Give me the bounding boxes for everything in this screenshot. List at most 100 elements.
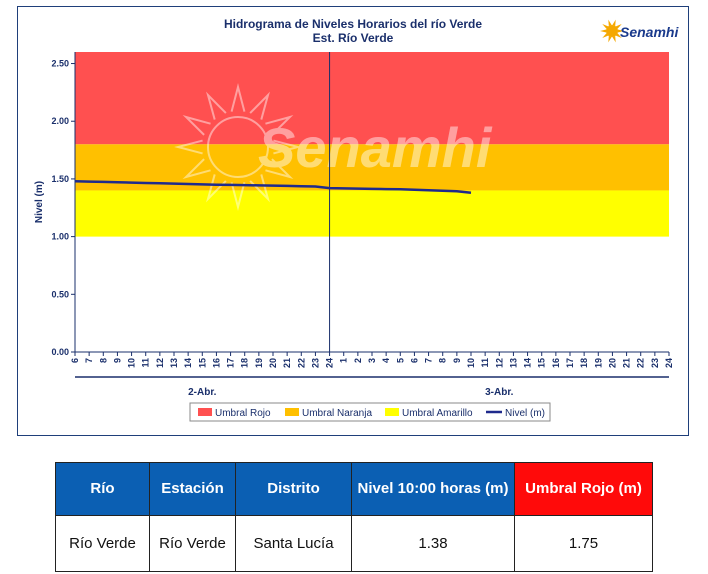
legend-label: Umbral Amarillo	[402, 408, 473, 419]
y-tick-label: 1.00	[51, 232, 69, 242]
x-tick-label: 16	[551, 358, 561, 368]
header-umbral-rojo: Umbral Rojo (m)	[514, 462, 653, 516]
watermark-ray	[230, 83, 246, 112]
logo-text: Senamhi	[620, 24, 679, 40]
x-tick-label: 23	[310, 358, 320, 368]
x-tick-label: 23	[650, 358, 660, 368]
y-tick-label: 2.00	[51, 116, 69, 126]
logo-sun-ray	[608, 36, 612, 43]
watermark-ray	[265, 115, 294, 136]
x-tick-label: 22	[296, 358, 306, 368]
table-header-row: Río Estación Distrito Nivel 10:00 horas …	[55, 462, 653, 516]
logo-sun-ray	[612, 36, 616, 43]
watermark-ray	[230, 182, 246, 211]
x-tick-label: 12	[155, 358, 165, 368]
cell-umbral-rojo: 1.75	[514, 515, 653, 572]
watermark-sun-icon	[207, 116, 269, 178]
x-tick-label: 22	[636, 358, 646, 368]
legend-label: Nivel (m)	[505, 408, 545, 419]
logo-sun-ray	[602, 23, 609, 29]
threshold-band-umbral-rojo	[75, 52, 669, 145]
x-tick-label: 8	[98, 358, 108, 363]
logo-sun-ray	[612, 19, 616, 26]
watermark: Senamhi	[174, 83, 493, 211]
watermark-ray	[182, 158, 211, 179]
logo-sun-icon	[606, 25, 618, 37]
x-tick-label: 15	[197, 358, 207, 368]
x-tick-label: 13	[169, 358, 179, 368]
watermark-ray	[206, 174, 227, 203]
series-line-nivel	[74, 179, 472, 195]
station-info-table: Río Estación Distrito Nivel 10:00 horas …	[55, 462, 653, 572]
header-estacion: Estación	[149, 462, 236, 516]
watermark-ray	[249, 174, 270, 203]
x-tick-label: 10	[466, 358, 476, 368]
x-tick-label: 20	[607, 358, 617, 368]
x-tick-label: 6	[409, 358, 419, 363]
threshold-band-umbral-amarillo	[75, 190, 669, 237]
x-tick-label: 19	[593, 358, 603, 368]
y-axis-label: Nivel (m)	[34, 181, 45, 223]
day-label-1: 2-Abr.	[188, 387, 217, 398]
header-nivel: Nivel 10:00 horas (m)	[351, 462, 515, 516]
x-tick-label: 7	[84, 358, 94, 363]
x-tick-label: 2	[353, 358, 363, 363]
legend-label: Umbral Rojo	[215, 408, 271, 419]
header-rio: Río	[55, 462, 150, 516]
watermark-ray	[249, 91, 270, 120]
x-tick-label: 6	[70, 358, 80, 363]
watermark-ray	[182, 115, 211, 136]
y-tick-label: 1.50	[51, 174, 69, 184]
watermark-ray	[265, 158, 294, 179]
x-tick-label: 4	[381, 358, 391, 363]
table-row: Río Verde Río Verde Santa Lucía 1.38 1.7…	[55, 515, 653, 572]
cell-distrito: Santa Lucía	[235, 515, 352, 572]
chart-title: Hidrograma de Niveles Horarios del río V…	[224, 17, 482, 31]
cell-estacion: Río Verde	[149, 515, 236, 572]
x-tick-label: 20	[268, 358, 278, 368]
x-tick-label: 24	[325, 358, 335, 368]
legend-label: Umbral Naranja	[302, 408, 372, 419]
x-tick-label: 17	[565, 358, 575, 368]
y-tick-label: 2.50	[51, 59, 69, 69]
y-tick-label: 0.00	[51, 347, 69, 357]
x-tick-label: 3	[367, 358, 377, 363]
x-tick-label: 24	[664, 358, 674, 368]
x-tick-label: 17	[226, 358, 236, 368]
watermark-ray	[206, 91, 227, 120]
watermark-ray	[273, 139, 302, 155]
x-tick-label: 16	[211, 358, 221, 368]
chart-subtitle: Est. Río Verde	[313, 31, 394, 45]
legend-box	[189, 402, 551, 422]
x-tick-label: 5	[395, 358, 405, 363]
cell-nivel: 1.38	[351, 515, 515, 572]
logo-sun-ray	[615, 33, 622, 39]
hydrograph-chart: Senamhi Hidrograma de Niveles Horarios de…	[34, 17, 679, 422]
watermark-text: Senamhi	[258, 116, 493, 179]
header-distrito: Distrito	[235, 462, 352, 516]
legend-swatch	[285, 408, 299, 416]
logo-sun-ray	[608, 19, 612, 26]
x-tick-label: 11	[480, 358, 490, 368]
logo-sun-ray	[615, 23, 622, 29]
logo-sun-ray	[602, 33, 609, 39]
logo-sun-ray	[617, 29, 624, 33]
x-tick-label: 12	[494, 358, 504, 368]
x-tick-label: 21	[282, 358, 292, 368]
x-tick-label: 18	[579, 358, 589, 368]
x-tick-label: 15	[537, 358, 547, 368]
legend-swatch	[385, 408, 399, 416]
senamhi-logo: Senamhi	[600, 19, 679, 43]
x-tick-label: 7	[424, 358, 434, 363]
y-tick-label: 0.50	[51, 289, 69, 299]
x-tick-label: 14	[523, 358, 533, 368]
x-tick-label: 18	[240, 358, 250, 368]
cell-rio: Río Verde	[55, 515, 150, 572]
day-label-2: 3-Abr.	[485, 387, 514, 398]
x-tick-label: 11	[141, 358, 151, 368]
x-tick-label: 21	[622, 358, 632, 368]
legend-swatch	[198, 408, 212, 416]
logo-sun-ray	[600, 29, 607, 33]
watermark-ray	[174, 139, 203, 155]
x-tick-label: 10	[127, 358, 137, 368]
